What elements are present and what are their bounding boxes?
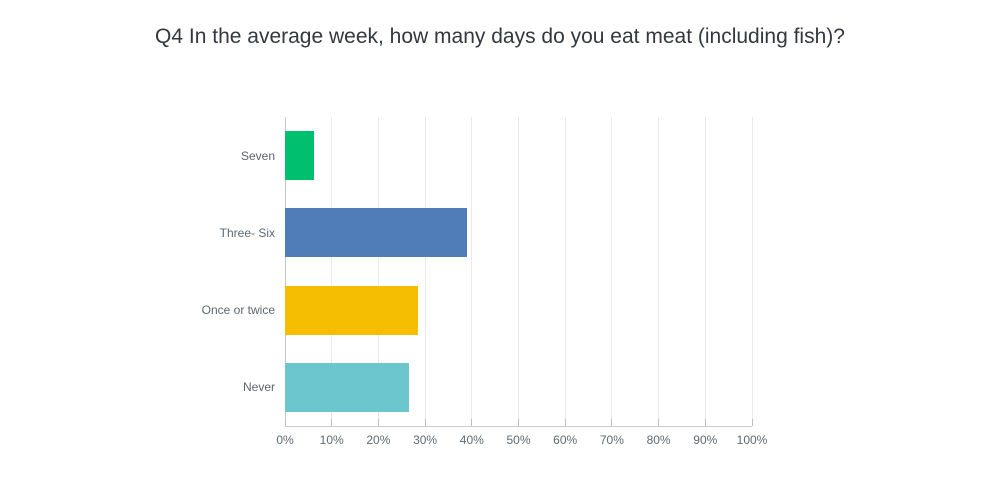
category-label-three-six: Three- Six <box>219 225 275 240</box>
x-axis-tickmark <box>471 419 473 426</box>
x-axis-tickmark <box>284 419 286 426</box>
x-axis-tickmark <box>658 419 660 426</box>
x-tick-label: 50% <box>506 433 531 447</box>
gridline <box>658 117 660 426</box>
category-label-row: Seven <box>0 117 275 194</box>
bar-three-six <box>285 208 467 258</box>
x-axis-tickmark <box>611 419 613 426</box>
x-axis-tickmark <box>424 419 426 426</box>
bar-seven <box>285 131 314 181</box>
x-axis-tickmark <box>704 419 706 426</box>
plot-area <box>284 117 753 427</box>
gridline <box>704 117 706 426</box>
category-label-seven: Seven <box>240 148 275 163</box>
x-axis-tickmark <box>331 419 333 426</box>
x-axis-tickmark <box>377 419 379 426</box>
bar-row <box>285 117 752 194</box>
x-tick-label: 0% <box>276 433 294 447</box>
bar-once-or-twice <box>285 285 418 335</box>
category-label-once-or-twice: Once or twice <box>201 303 275 318</box>
bar-row <box>285 194 752 271</box>
x-tick-label: 70% <box>599 433 624 447</box>
category-label-row: Three- Six <box>0 194 275 271</box>
bar-row <box>285 272 752 349</box>
gridline <box>564 117 566 426</box>
x-axis-tickmark <box>518 419 519 426</box>
bar-row <box>285 349 752 426</box>
category-label-row: Once or twice <box>0 272 275 349</box>
x-tick-label: 80% <box>646 433 671 447</box>
x-tick-label: 20% <box>366 433 391 447</box>
x-axis-tickmark <box>564 419 566 426</box>
gridline <box>377 117 379 426</box>
gridline <box>471 117 473 426</box>
category-label-row: Never <box>0 349 275 426</box>
gridline <box>611 117 613 426</box>
category-label-never: Never <box>242 380 275 395</box>
x-tick-label: 30% <box>413 433 438 447</box>
y-axis-labels: Seven Three- Six Once or twice Never <box>0 117 275 426</box>
gridline <box>751 117 753 426</box>
x-axis-tickmark <box>751 419 753 426</box>
x-tick-label: 60% <box>553 433 578 447</box>
x-tick-label: 90% <box>693 433 718 447</box>
x-tick-label: 100% <box>736 433 768 447</box>
gridline <box>518 117 519 426</box>
x-tick-label: 40% <box>459 433 484 447</box>
y-axis-line <box>284 117 286 426</box>
gridline <box>424 117 426 426</box>
chart-title: Q4 In the average week, how many days do… <box>155 25 845 48</box>
x-axis-tick-labels: 0% 10% 20% 30% 40% 50% 60% 70% 80% 90% 100% <box>276 433 767 451</box>
bar-never <box>285 362 409 412</box>
bar-rows <box>285 117 752 426</box>
gridline <box>331 117 333 426</box>
x-tick-label: 10% <box>319 433 344 447</box>
